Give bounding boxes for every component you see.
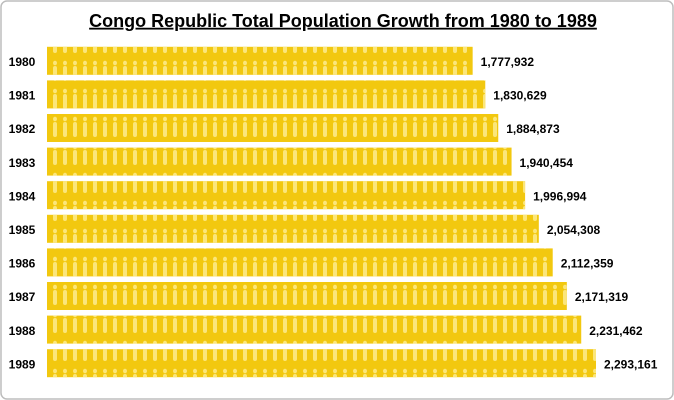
bar-pattern <box>47 181 526 210</box>
data-label: 1,777,932 <box>481 55 535 69</box>
data-label: 2,112,359 <box>561 257 614 271</box>
y-tick-label: 1984 <box>9 189 36 203</box>
y-tick-label: 1983 <box>9 156 36 170</box>
bar-pattern <box>47 315 582 344</box>
data-label: 2,231,462 <box>589 324 643 338</box>
chart-title: Congo Republic Total Population Growth f… <box>89 11 597 31</box>
bar-pattern <box>47 46 473 75</box>
bar-pattern <box>47 147 512 176</box>
data-label: 2,054,308 <box>547 223 601 237</box>
bar-pattern <box>47 349 596 378</box>
y-tick-label: 1980 <box>9 55 36 69</box>
bar-pattern <box>47 214 539 243</box>
bar-pattern <box>47 80 486 109</box>
bar-pattern <box>47 282 567 310</box>
data-label: 1,940,454 <box>520 156 574 170</box>
y-tick-label: 1988 <box>9 324 36 338</box>
y-tick-label: 1987 <box>9 290 36 304</box>
data-label: 1,884,873 <box>506 122 560 136</box>
bar-pattern <box>47 248 553 277</box>
y-tick-label: 1982 <box>9 122 36 136</box>
y-tick-label: 1989 <box>9 357 36 371</box>
data-label: 2,171,319 <box>575 290 629 304</box>
y-tick-label: 1985 <box>9 223 36 237</box>
y-tick-label: 1981 <box>9 89 36 103</box>
data-label: 2,293,161 <box>604 357 658 371</box>
bar-pattern <box>47 114 499 142</box>
data-label: 1,996,994 <box>533 189 587 203</box>
y-tick-label: 1986 <box>9 257 36 271</box>
data-label: 1,830,629 <box>493 89 547 103</box>
